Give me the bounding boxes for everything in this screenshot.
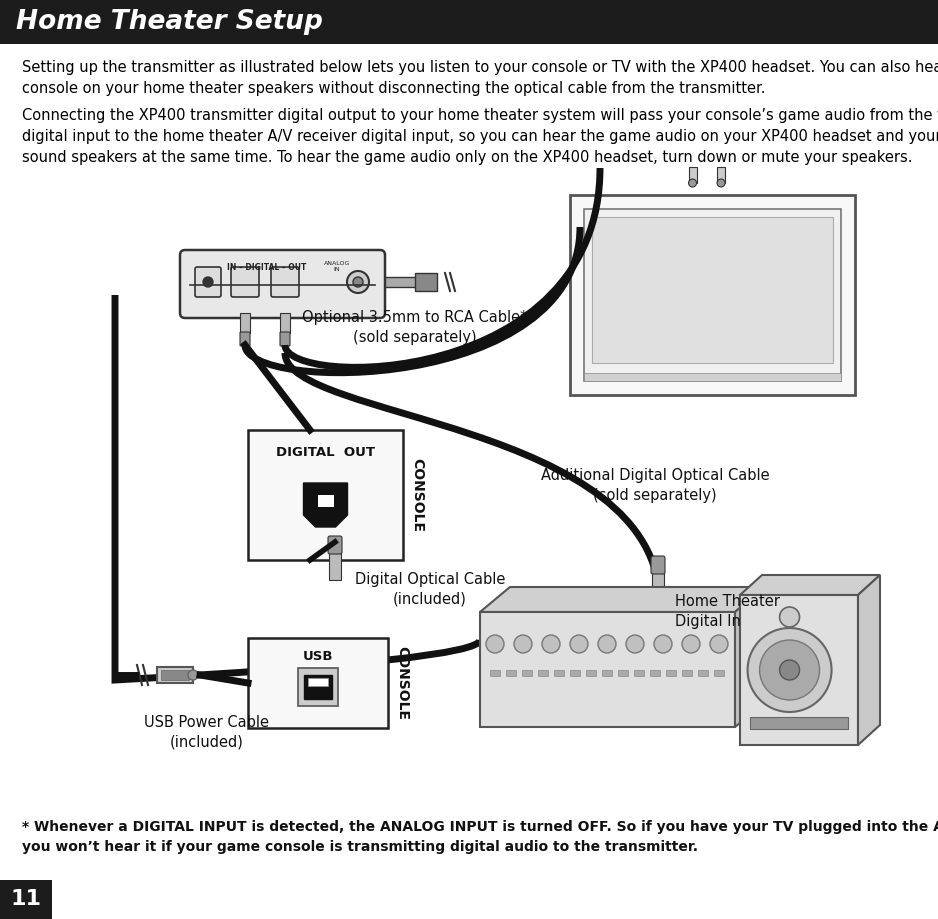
Bar — [652, 570, 664, 600]
Bar — [717, 167, 725, 183]
Bar — [554, 670, 564, 676]
Circle shape — [779, 607, 799, 627]
Text: CONSOLE: CONSOLE — [395, 646, 409, 720]
Circle shape — [514, 635, 532, 653]
Bar — [584, 373, 841, 381]
FancyBboxPatch shape — [180, 250, 385, 318]
Bar — [248, 430, 403, 560]
Text: CONSOLE: CONSOLE — [410, 458, 424, 532]
Text: Setting up the transmitter as illustrated below lets you listen to your console : Setting up the transmitter as illustrate… — [22, 60, 938, 96]
Polygon shape — [858, 575, 880, 745]
Bar — [490, 670, 500, 676]
Bar — [740, 595, 858, 745]
Polygon shape — [740, 575, 880, 595]
Text: Home Theater Setup: Home Theater Setup — [16, 9, 323, 35]
Bar — [317, 495, 334, 507]
Circle shape — [486, 635, 504, 653]
Text: Additional Digital Optical Cable
(sold separately): Additional Digital Optical Cable (sold s… — [540, 468, 769, 503]
FancyBboxPatch shape — [195, 267, 221, 297]
Circle shape — [710, 635, 728, 653]
Bar — [298, 668, 338, 706]
Bar — [415, 273, 437, 291]
Bar — [682, 670, 692, 676]
FancyBboxPatch shape — [271, 267, 299, 297]
Bar — [280, 313, 290, 333]
Polygon shape — [304, 483, 347, 527]
FancyBboxPatch shape — [328, 536, 342, 554]
Bar — [618, 670, 628, 676]
Bar — [750, 717, 848, 729]
Circle shape — [748, 628, 832, 712]
FancyBboxPatch shape — [651, 556, 665, 574]
Circle shape — [779, 660, 799, 680]
Circle shape — [654, 635, 672, 653]
Circle shape — [203, 277, 213, 287]
Bar — [0, 880, 52, 919]
Bar — [329, 550, 341, 580]
Circle shape — [717, 179, 725, 187]
Text: Connecting the XP400 transmitter digital output to your home theater system will: Connecting the XP400 transmitter digital… — [22, 108, 938, 165]
FancyBboxPatch shape — [240, 332, 250, 346]
Circle shape — [682, 635, 700, 653]
Bar — [634, 670, 644, 676]
Bar — [157, 667, 193, 683]
Circle shape — [688, 179, 697, 187]
Bar — [570, 195, 855, 395]
Circle shape — [598, 635, 616, 653]
Text: 11: 11 — [10, 889, 41, 909]
Text: * Whenever a DIGITAL INPUT is detected, the ANALOG INPUT is turned OFF. So if yo: * Whenever a DIGITAL INPUT is detected, … — [22, 820, 938, 854]
Bar — [538, 670, 548, 676]
Bar — [650, 670, 660, 676]
FancyBboxPatch shape — [280, 332, 290, 346]
Bar — [666, 670, 676, 676]
Text: Optional 3.5mm to RCA Cable*
(sold separately): Optional 3.5mm to RCA Cable* (sold separ… — [302, 310, 528, 345]
Circle shape — [570, 635, 588, 653]
Bar — [161, 670, 189, 680]
Text: ANALOG
IN: ANALOG IN — [324, 261, 350, 272]
Circle shape — [542, 635, 560, 653]
Bar — [586, 670, 596, 676]
Bar — [506, 670, 516, 676]
Bar — [570, 670, 580, 676]
Bar — [698, 670, 708, 676]
Bar — [688, 167, 697, 183]
Bar — [385, 277, 420, 287]
Circle shape — [760, 640, 820, 700]
Bar — [308, 678, 328, 686]
Bar — [240, 313, 250, 333]
Bar — [480, 612, 735, 727]
Bar — [522, 670, 532, 676]
Text: USB Power Cable
(included): USB Power Cable (included) — [144, 715, 269, 750]
Text: USB: USB — [303, 650, 333, 663]
Bar — [0, 0, 938, 44]
Circle shape — [347, 271, 369, 293]
Circle shape — [626, 635, 644, 653]
FancyBboxPatch shape — [231, 267, 259, 297]
Text: Digital Optical Cable
(included): Digital Optical Cable (included) — [355, 572, 506, 607]
Text: DIGITAL  OUT: DIGITAL OUT — [276, 446, 375, 459]
Text: IN – DIGITAL – OUT: IN – DIGITAL – OUT — [227, 263, 307, 272]
Bar — [714, 670, 724, 676]
Text: Home Theater
Digital In: Home Theater Digital In — [675, 594, 779, 629]
Polygon shape — [735, 587, 765, 727]
Bar — [592, 217, 833, 363]
Bar — [248, 638, 388, 728]
Circle shape — [353, 277, 363, 287]
Bar — [584, 209, 841, 381]
Bar — [304, 675, 332, 699]
Polygon shape — [480, 587, 765, 612]
Bar — [602, 670, 612, 676]
Circle shape — [188, 670, 198, 680]
